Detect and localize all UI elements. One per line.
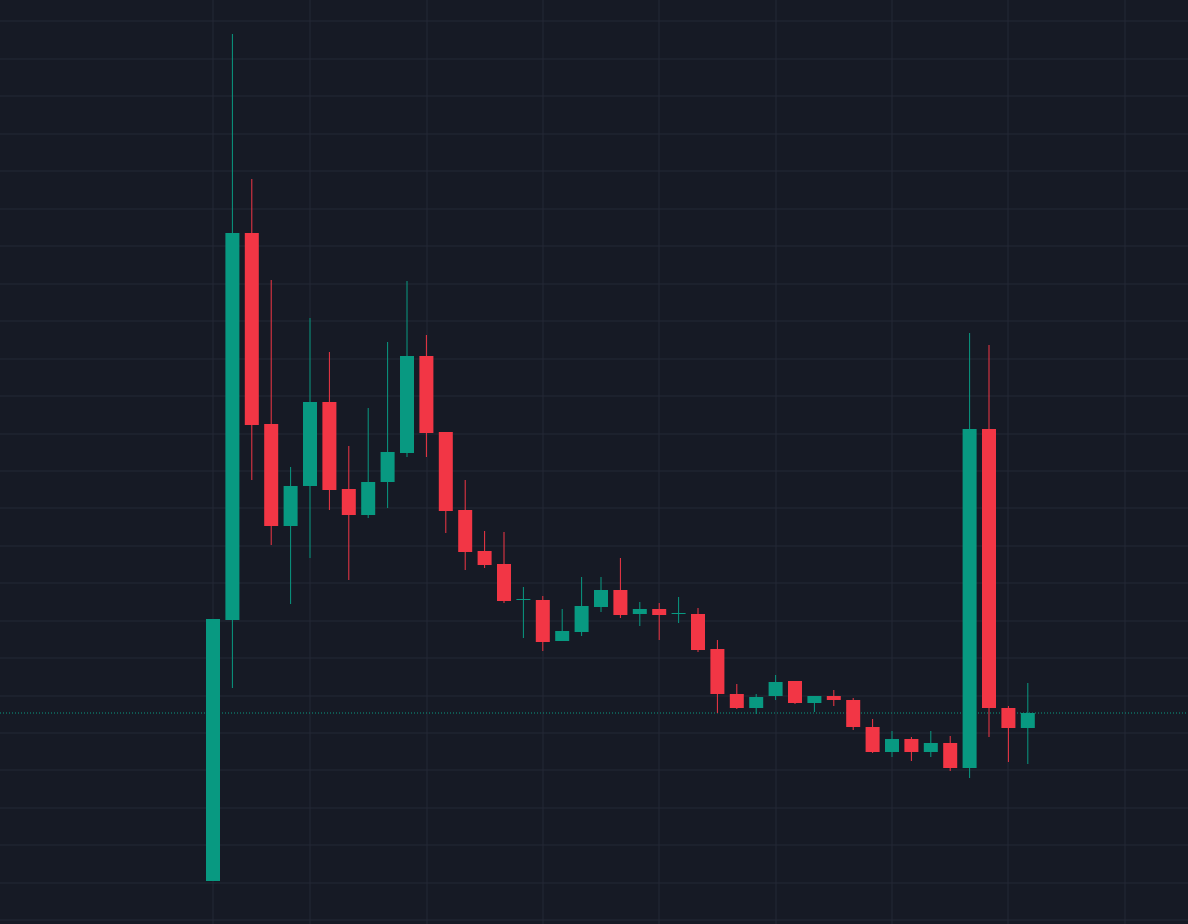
candle-body (497, 564, 511, 601)
candle-body (923, 743, 938, 752)
candle-body (535, 600, 550, 642)
candle-body (225, 233, 240, 620)
candle-body (1001, 708, 1016, 728)
candle-body (962, 429, 977, 768)
candle-body (303, 402, 317, 486)
candle-body (283, 486, 298, 526)
candle-body (691, 614, 705, 650)
candle-body (361, 482, 376, 515)
candle-body (710, 649, 725, 694)
candle-body (729, 694, 744, 708)
vertical-grid (212, 0, 1126, 924)
candle-body (943, 743, 958, 768)
candle-body (206, 619, 220, 881)
candle-body (594, 590, 608, 607)
candle-body (419, 356, 434, 433)
candle-body (477, 551, 492, 565)
candle-body (749, 697, 764, 708)
candle-body (652, 609, 667, 615)
candle-body (768, 682, 783, 696)
candle-body (322, 402, 337, 490)
candle-body (264, 424, 279, 526)
candle-body (826, 696, 841, 700)
candle-body (885, 739, 899, 752)
candle-body (807, 696, 822, 703)
candle-body (788, 681, 802, 703)
candle-body (458, 510, 473, 552)
candle-body (671, 613, 686, 614)
candle-body (865, 727, 880, 752)
candle-body (613, 590, 628, 615)
candle-body (438, 432, 453, 511)
candle-body (516, 599, 531, 600)
candle-body (846, 700, 861, 727)
candle-body (341, 489, 356, 515)
candle-body (574, 606, 589, 632)
candle-body (904, 739, 919, 752)
candle-body (1020, 713, 1035, 728)
candle-body (632, 609, 647, 614)
candle-body (244, 233, 259, 425)
candle-body (982, 429, 996, 708)
candle-body (400, 356, 414, 453)
candle-body (555, 631, 570, 641)
candle-body (380, 452, 395, 482)
